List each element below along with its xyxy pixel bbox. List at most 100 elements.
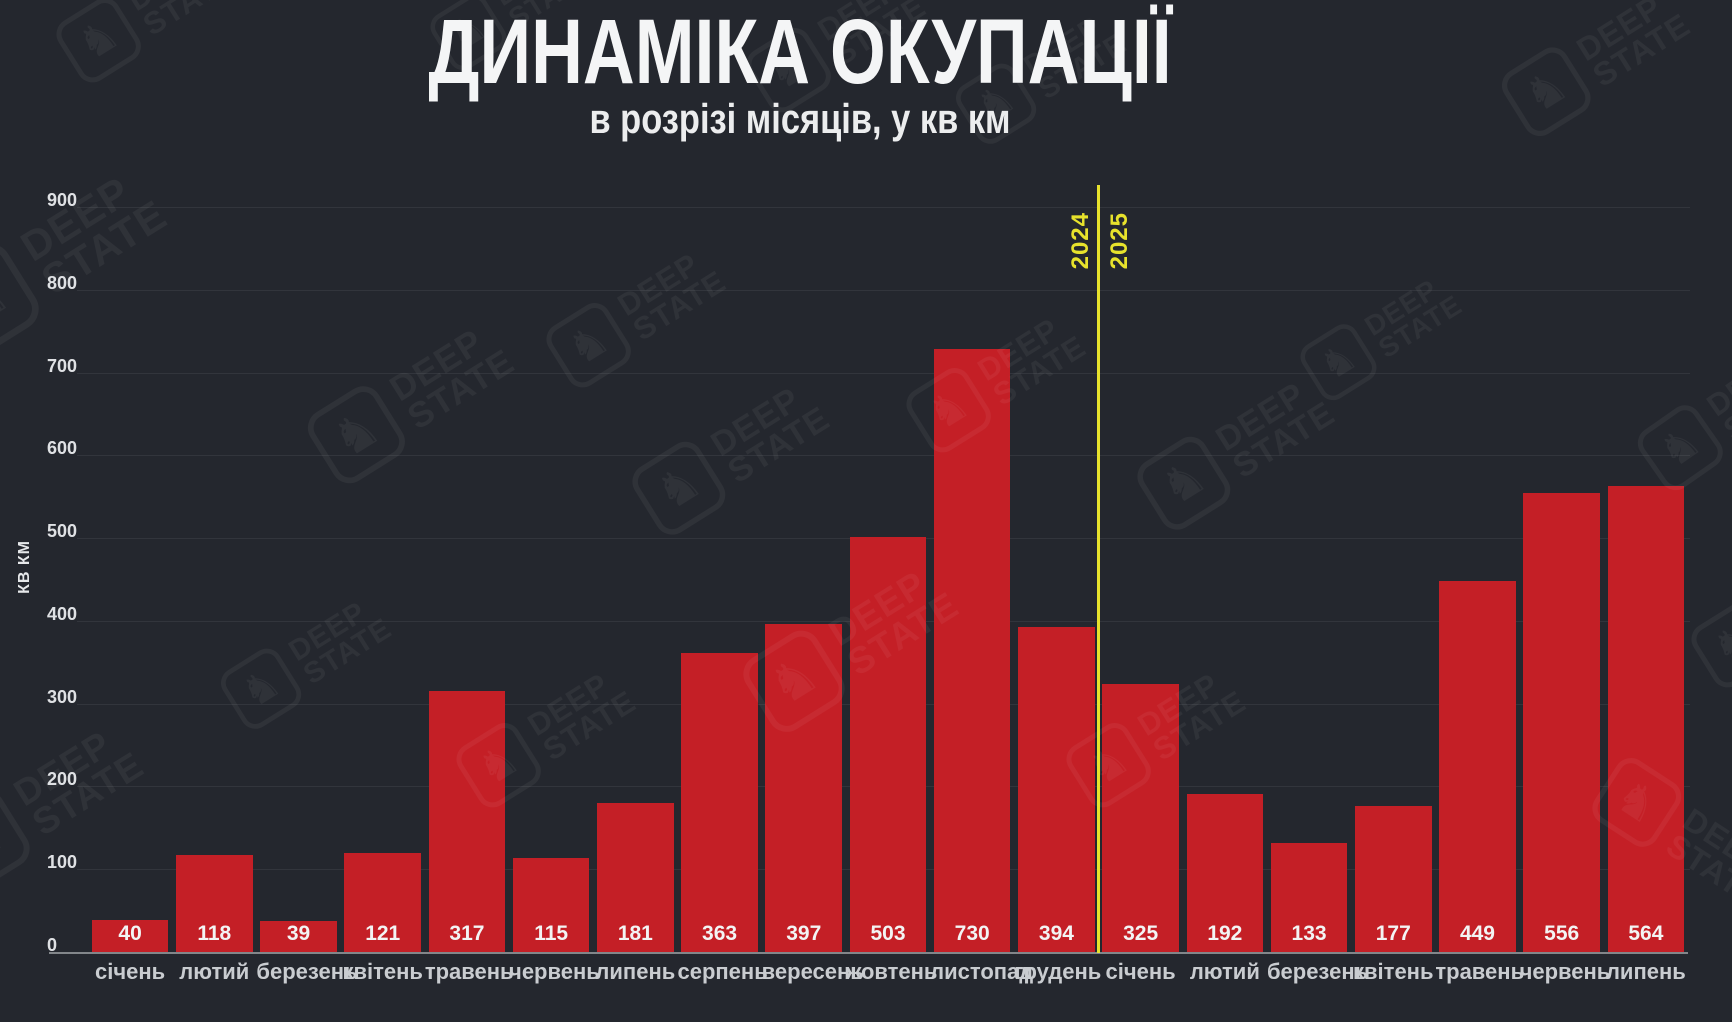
bar — [933, 349, 1011, 953]
bar-group: 730 листопад — [930, 208, 1033, 984]
bar-value-label: 503 — [870, 922, 906, 945]
bar-group: 397 вересень — [762, 208, 864, 984]
gridline — [77, 372, 1690, 374]
bar-value-label: 325 — [1123, 922, 1159, 945]
bar-group: 325 січень — [1099, 208, 1183, 984]
bar-group: 564 липень — [1604, 208, 1688, 984]
gridline — [77, 289, 1690, 291]
bar — [681, 653, 758, 953]
bar — [1354, 806, 1432, 953]
plot-area: 40 січень 118 лютий 39 березень 121 квітень 317 т… — [77, 207, 1690, 984]
y-tick-label: 100 — [47, 852, 78, 873]
y-axis-tick-labels: 0 100 200 300 400 500 600 700 800 900 — [47, 191, 87, 955]
bar — [260, 921, 337, 953]
bar-group: 39 березень — [256, 208, 358, 984]
bar-value-label: 118 — [197, 922, 232, 945]
bar — [1270, 843, 1348, 953]
bar — [175, 855, 253, 953]
bar-value-label: 317 — [449, 922, 485, 945]
bar-group: 118 лютий — [172, 208, 256, 984]
knight-logo-icon: ♞ — [1495, 41, 1597, 143]
bar-group: 115 червень — [509, 208, 600, 984]
bar-value-label: 556 — [1544, 922, 1580, 945]
bar — [765, 624, 843, 953]
bar-value-label: 192 — [1207, 922, 1243, 945]
x-axis-label: лютий — [1189, 959, 1260, 984]
x-axis-label: вересень — [761, 959, 864, 984]
year-divider-line — [1097, 185, 1101, 953]
bar — [597, 803, 674, 953]
x-axis-label: березень — [256, 959, 358, 984]
x-axis-label: березень — [1266, 959, 1369, 984]
bar — [1607, 486, 1685, 953]
y-tick-label: 0 — [47, 935, 58, 955]
y-tick-label: 700 — [47, 355, 78, 376]
year-label-2025: 2025 — [1105, 212, 1133, 270]
bar — [1186, 794, 1264, 953]
chart-title: ДИНАМІКА ОКУПАЦІЇ — [428, 1, 1172, 103]
bar — [344, 853, 422, 953]
bar-value-label: 115 — [534, 922, 569, 945]
x-axis-label: жовтень — [845, 959, 938, 984]
bar-value-label: 39 — [286, 922, 311, 945]
x-axis-label: липень — [595, 959, 676, 984]
chart-subtitle: в розрізі місяців, у кв км — [589, 95, 1011, 142]
bar-value-label: 133 — [1291, 922, 1327, 945]
knight-logo-icon: ♞ — [50, 0, 147, 89]
bar — [849, 537, 927, 953]
bar-group: 449 травень — [1435, 208, 1524, 984]
y-tick-label: 400 — [47, 603, 78, 624]
bar-group: 121 квітень — [341, 208, 425, 984]
x-axis-label: листопад — [930, 959, 1034, 984]
bar-value-label: 121 — [365, 922, 401, 945]
y-axis-title: КВ КМ — [16, 540, 33, 594]
bar-group: 192 лютий — [1183, 208, 1267, 984]
x-axis-label: травень — [1435, 959, 1525, 984]
bar-group: 394 грудень — [1014, 208, 1101, 984]
knight-logo-icon: ♞ — [1685, 596, 1732, 694]
x-axis-label: січень — [1105, 959, 1176, 984]
bar-group: 556 червень — [1520, 208, 1610, 984]
y-tick-label: 600 — [47, 438, 78, 459]
bar — [1439, 581, 1516, 953]
x-axis-label: грудень — [1014, 959, 1102, 984]
y-tick-label: 800 — [47, 272, 78, 293]
bar-value-label: 394 — [1038, 922, 1074, 945]
bar-value-label: 397 — [786, 922, 822, 945]
bar-value-label: 177 — [1375, 922, 1411, 945]
bar-value-label: 40 — [118, 922, 142, 945]
bar — [91, 920, 169, 953]
x-axis-line — [49, 952, 1688, 954]
x-axis-label: квітень — [1353, 959, 1434, 984]
bar-group: 363 серпень — [677, 208, 768, 984]
y-tick-label: 500 — [47, 521, 78, 542]
x-axis-label: червень — [509, 959, 600, 984]
bar — [428, 691, 506, 953]
bar — [1523, 493, 1600, 953]
bar-value-label: 730 — [954, 922, 990, 945]
bar-group: 317 травень — [425, 208, 514, 984]
knight-logo-icon: ♞ — [0, 235, 47, 366]
x-axis-label: серпень — [677, 959, 768, 984]
bar — [1018, 627, 1095, 953]
bar — [1102, 684, 1179, 953]
x-axis-label: квітень — [342, 959, 423, 984]
y-tick-label: 900 — [47, 190, 78, 210]
x-axis-label: липень — [1605, 959, 1686, 984]
bar-value-label: 363 — [702, 922, 738, 945]
bar — [512, 858, 590, 953]
bar-group: 40 січень — [88, 208, 172, 984]
year-label-2024: 2024 — [1066, 212, 1094, 270]
x-axis-label: січень — [95, 959, 166, 984]
gridline — [77, 207, 1690, 208]
bar-value-label: 564 — [1628, 922, 1664, 945]
bar-group: 181 липень — [593, 208, 677, 984]
y-tick-label: 200 — [47, 769, 78, 790]
gridline — [77, 455, 1690, 457]
x-axis-label: лютий — [179, 959, 250, 984]
